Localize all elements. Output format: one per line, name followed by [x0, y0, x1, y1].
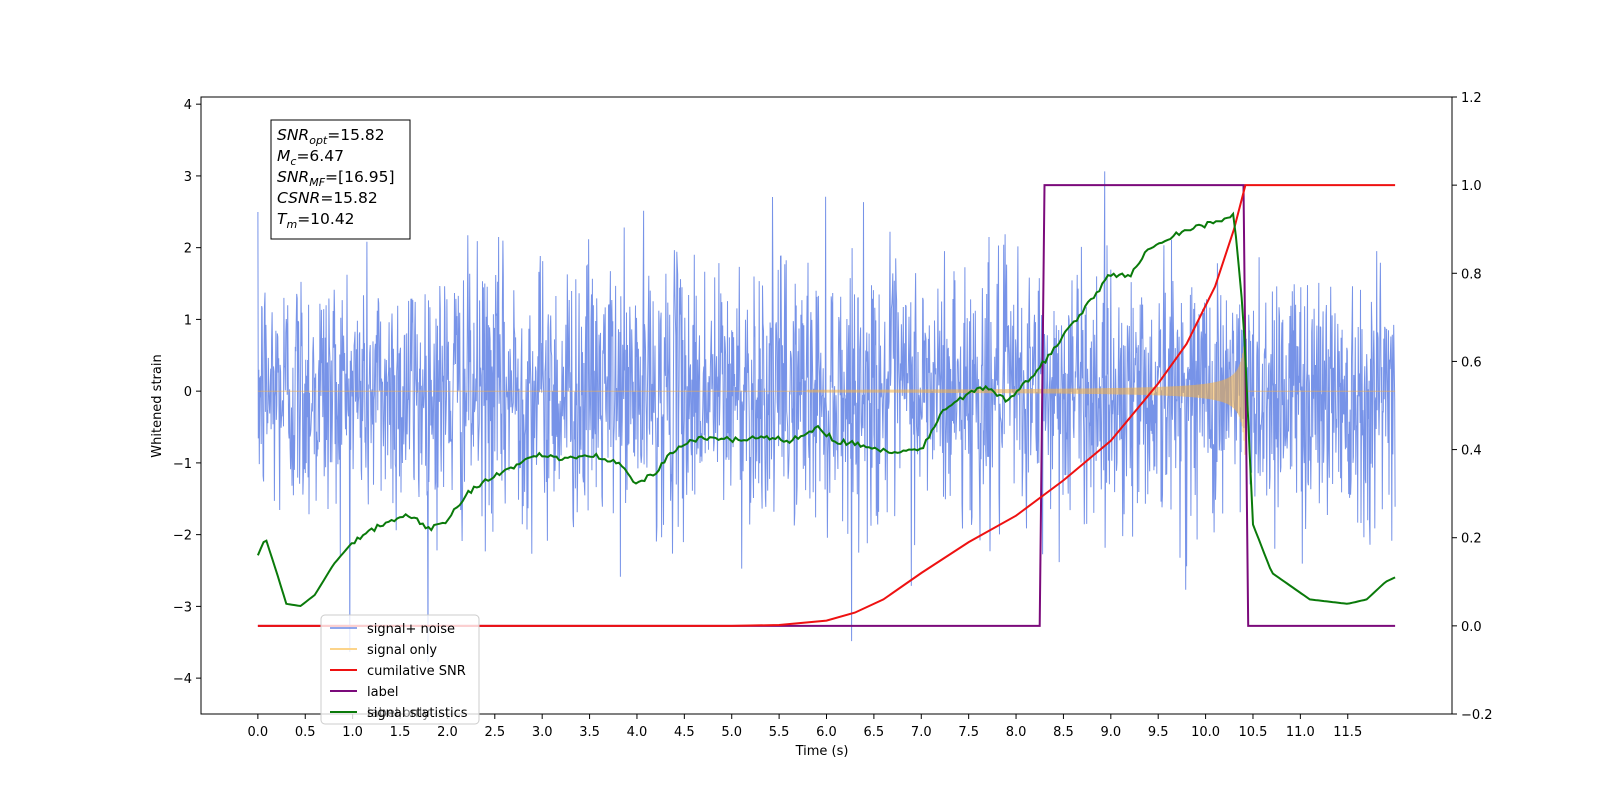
- y-tick-label: 1: [184, 313, 192, 328]
- x-tick-label: 1.5: [390, 725, 411, 740]
- y2-tick-label: 0.0: [1461, 620, 1482, 635]
- x-tick-label: 5.5: [769, 725, 790, 740]
- x-tick-label: 9.5: [1148, 725, 1169, 740]
- series-signal-only-line: [257, 315, 1396, 455]
- x-tick-label: 9.0: [1100, 725, 1121, 740]
- y2-tick-label: 0.8: [1461, 267, 1482, 282]
- plot-area: [256, 171, 1396, 662]
- x-tick-label: 10.5: [1239, 725, 1268, 740]
- y-tick-label: 0: [184, 385, 192, 400]
- y-tick-label: 2: [184, 242, 192, 257]
- legend-label: label only: [367, 706, 430, 721]
- y2-tick-label: 1.0: [1461, 179, 1482, 194]
- annotation-line: CSNR=15.82: [277, 189, 378, 207]
- x-tick-label: 1.0: [342, 725, 363, 740]
- legend-label: cumilative SNR: [367, 664, 466, 679]
- y2-tick-label: 0.6: [1461, 355, 1482, 370]
- series-label-line: [257, 184, 1396, 627]
- y-axis-label: Whitened strain: [150, 354, 165, 457]
- x-tick-label: 0.5: [295, 725, 316, 740]
- y2-tick-label: 1.2: [1461, 91, 1482, 106]
- y-tick-label: 4: [184, 98, 192, 113]
- y-tick-label: −3: [173, 600, 192, 615]
- legend-label: label: [367, 685, 398, 700]
- x-tick-label: 11.0: [1286, 725, 1315, 740]
- y2-tick-label: 0.4: [1461, 444, 1482, 459]
- y2-tick-label: −0.2: [1461, 708, 1493, 723]
- legend-label: signal statistics: [367, 706, 468, 721]
- y-axis-left: −4 −3 −2 −1 0 1 2 3 4: [173, 98, 201, 687]
- x-tick-label: 4.0: [627, 725, 648, 740]
- annotation-line: Mc=6.47: [277, 147, 344, 168]
- x-axis: 0.0 0.5 1.0 1.5 2.0 2.5 3.0 3.5 4.0 4.5 5.0 5.5 6.0 6…: [248, 714, 1362, 740]
- annotation-line: Tm=10.42: [277, 210, 355, 231]
- x-tick-label: 6.5: [864, 725, 885, 740]
- x-tick-label: 2.0: [437, 725, 458, 740]
- y-tick-label: −4: [173, 672, 192, 687]
- x-tick-label: 0.0: [248, 725, 269, 740]
- annotation-line: SNRMF=[16.95]: [277, 168, 395, 189]
- x-tick-label: 8.0: [1006, 725, 1027, 740]
- y-axis-right: −0.2 0.0 0.2 0.4 0.6 0.8 1.0 1.2: [1452, 91, 1493, 723]
- stats-annotation-box: SNRopt=15.82Mc=6.47SNRMF=[16.95]CSNR=15.…: [270, 119, 411, 240]
- x-tick-label: 7.5: [958, 725, 979, 740]
- x-tick-label: 7.0: [911, 725, 932, 740]
- x-tick-label: 8.5: [1053, 725, 1074, 740]
- y2-tick-label: 0.2: [1461, 532, 1482, 547]
- series-signal-noise-line: [257, 171, 1396, 662]
- x-axis-label: Time (s): [795, 744, 849, 759]
- y-tick-label: −1: [173, 457, 192, 472]
- y-tick-label: −2: [173, 529, 192, 544]
- series-cumulative-snr-line: [257, 184, 1396, 627]
- annotation-line: SNRopt=15.82: [277, 126, 385, 147]
- legend-label: signal only: [367, 643, 437, 658]
- x-tick-label: 11.5: [1333, 725, 1362, 740]
- x-tick-label: 6.0: [816, 725, 837, 740]
- x-tick-label: 4.5: [674, 725, 695, 740]
- y-tick-label: 3: [184, 170, 192, 185]
- legend: signal+ noise signal only cumilative SNR la…: [320, 614, 480, 725]
- x-tick-label: 2.5: [484, 725, 505, 740]
- series-signal-statistics-line: [256, 211, 1396, 608]
- x-tick-label: 5.0: [721, 725, 742, 740]
- x-tick-label: 10.0: [1191, 725, 1220, 740]
- legend-label: signal+ noise: [367, 622, 455, 637]
- x-tick-label: 3.0: [532, 725, 553, 740]
- x-tick-label: 3.5: [579, 725, 600, 740]
